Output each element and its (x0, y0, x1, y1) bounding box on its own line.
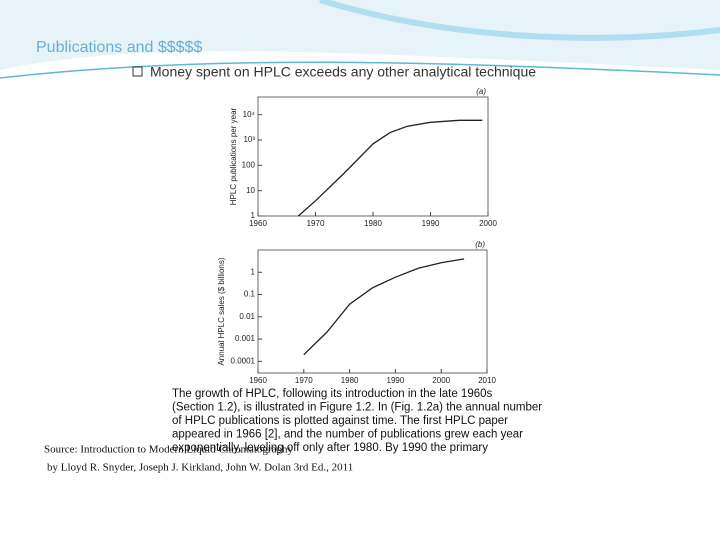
y-tick-label: 0.001 (235, 334, 256, 343)
caption: The growth of HPLC, following its introd… (172, 388, 542, 454)
x-tick-label: 2000 (479, 219, 497, 228)
y-tick-label: 10 (246, 186, 255, 195)
x-tick-label: 1960 (249, 376, 267, 385)
source-line: Source: Introduction to Modern Liquid Ch… (44, 444, 293, 456)
caption-line: (Section 1.2), is illustrated in Figure … (172, 402, 542, 414)
bullet-box (132, 66, 143, 77)
x-tick-label: 2010 (478, 376, 496, 385)
slide-title: Publications and $$$$$ (36, 39, 202, 56)
header-wave-line (319, 0, 720, 41)
x-tick-label: 1990 (387, 376, 405, 385)
x-tick-label: 1980 (341, 376, 359, 385)
y-tick-label: 1 (251, 211, 256, 220)
panel-label: (b) (475, 240, 485, 249)
plot-frame (257, 96, 489, 217)
plot-frame (257, 249, 488, 374)
y-tick-label: 0.0001 (231, 356, 256, 365)
bullet-text: Money spent on HPLC exceeds any other an… (150, 64, 536, 80)
caption-line: appeared in 1966 [2], and the number of … (172, 429, 523, 441)
caption-line: exponentially, leveling off only after 1… (172, 442, 488, 454)
x-tick-label: 1970 (307, 219, 325, 228)
y-axis-label: Annual HPLC sales ($ billions) (217, 257, 226, 365)
x-tick-label: 1990 (422, 219, 440, 228)
y-axis-label: HPLC publications per year (229, 107, 238, 205)
y-tick-label: 0.01 (239, 312, 255, 321)
y-tick-label: 10⁴ (243, 110, 256, 119)
y-tick-label: 100 (242, 160, 256, 169)
data-line (303, 258, 465, 356)
x-tick-label: 1960 (249, 219, 267, 228)
caption-line: The growth of HPLC, following its introd… (172, 388, 493, 400)
caption-line: of HPLC publications is plotted against … (172, 415, 508, 427)
header-wave (0, 0, 720, 70)
x-tick-label: 2000 (432, 376, 450, 385)
x-tick-label: 1980 (364, 219, 382, 228)
data-line (297, 119, 483, 217)
y-tick-label: 10³ (243, 135, 255, 144)
y-tick-label: 0.1 (244, 290, 256, 299)
source-line: by Lloyd R. Snyder, Joseph J. Kirkland, … (47, 462, 353, 474)
y-tick-label: 1 (251, 267, 256, 276)
panel-label: (a) (476, 87, 486, 96)
x-tick-label: 1970 (295, 376, 313, 385)
header-wave-line (0, 61, 720, 79)
